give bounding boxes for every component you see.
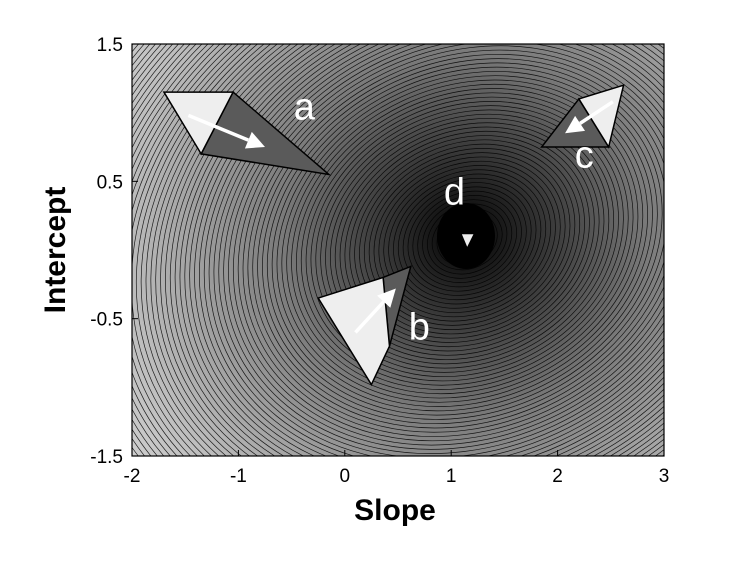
contour-line	[223, 44, 664, 454]
reflection-arrow-shaft	[354, 300, 385, 334]
x-tick-label: -1	[230, 466, 247, 487]
simplex-label-d: d	[444, 172, 465, 214]
contour-line	[132, 44, 664, 456]
contour-line	[262, 58, 664, 420]
reflection-arrow-shaft	[187, 113, 250, 142]
contour-line	[422, 199, 513, 279]
contour-line	[286, 79, 648, 399]
y-tick-label: -0.5	[90, 310, 123, 331]
x-tick-label: -2	[124, 466, 141, 487]
contour-line	[135, 44, 664, 456]
contour-line	[189, 44, 664, 456]
simplex-label-b: b	[409, 306, 430, 348]
contour-line	[208, 44, 664, 456]
contour-line	[271, 66, 663, 412]
contour-line	[232, 44, 664, 446]
x-tick-label: 2	[552, 466, 563, 487]
simplex-label-c: c	[575, 135, 594, 177]
reflection-arrow-head	[244, 131, 265, 149]
contour-line	[218, 44, 664, 456]
contour-line	[174, 44, 664, 456]
contour-line	[407, 186, 527, 292]
contour-line	[257, 53, 664, 425]
contour-line	[179, 44, 664, 456]
y-axis-title: Intercept	[39, 187, 72, 314]
contour-line	[247, 45, 664, 433]
contour-line	[237, 44, 664, 442]
contour-line	[203, 44, 664, 456]
contour-line	[132, 44, 664, 456]
plot-frame	[131, 43, 665, 457]
simplex-d	[459, 232, 476, 251]
contour-line	[417, 195, 517, 283]
contour-line	[300, 92, 634, 386]
simplex-triangle	[317, 276, 391, 387]
reflection-arrow-head	[377, 288, 396, 308]
simplex-a	[162, 90, 332, 176]
contour-line	[213, 44, 664, 456]
contour-line	[132, 44, 664, 456]
simplex-labels: a b c d	[294, 87, 594, 349]
contour-line	[150, 44, 664, 456]
contour-line	[165, 44, 664, 456]
contour-line	[281, 75, 653, 403]
contour-line	[296, 88, 639, 390]
contour-line	[155, 44, 664, 456]
contour-line	[276, 71, 658, 407]
contour-line	[184, 44, 664, 456]
x-tick-label: 1	[446, 466, 457, 487]
contour-line	[145, 44, 664, 456]
contour-line	[199, 44, 664, 456]
contour-line	[305, 96, 629, 382]
simplex-b	[317, 265, 412, 387]
y-tick-label: -1.5	[90, 447, 123, 468]
simplex-label-a: a	[294, 87, 316, 129]
contour-line	[132, 44, 664, 456]
y-axis-ticks: -1.5 -0.5 0.5 1.5	[90, 35, 138, 468]
x-axis-ticks: -2 -1 0 1 2 3	[124, 450, 670, 487]
contour-line	[242, 44, 664, 437]
contour-line	[252, 49, 664, 429]
y-tick-label: 0.5	[97, 172, 123, 193]
x-tick-label: 3	[659, 466, 670, 487]
simplex-triangle	[577, 84, 625, 149]
simplex-layer	[162, 84, 625, 387]
simplex-c	[540, 84, 625, 149]
simplex-triangle	[459, 232, 476, 251]
reflection-arrow-shaft	[579, 100, 614, 125]
contour-line	[132, 44, 664, 456]
contour-line	[228, 44, 664, 450]
contour-line	[194, 44, 664, 456]
contour-line	[160, 44, 664, 456]
contour-line	[291, 83, 644, 395]
contour-line	[412, 190, 522, 288]
simplex-triangle	[162, 91, 235, 156]
reflection-arrow-head	[565, 115, 586, 134]
contour-line	[169, 44, 664, 456]
contour-line	[402, 182, 532, 296]
contour-line	[140, 44, 664, 456]
x-axis-title: Slope	[354, 494, 436, 527]
contour-line	[310, 101, 624, 378]
x-tick-label: 0	[340, 466, 351, 487]
y-tick-label: 1.5	[97, 35, 123, 56]
contour-line	[266, 62, 664, 416]
